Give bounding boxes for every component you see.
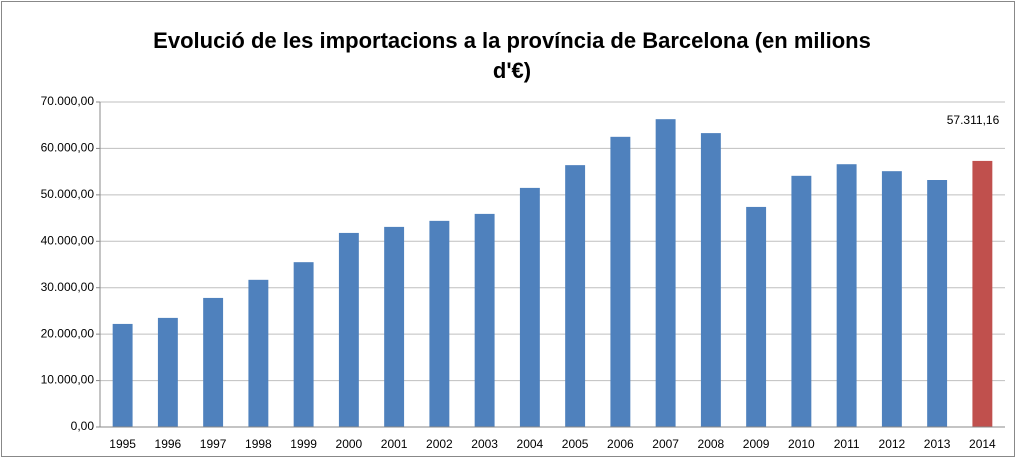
x-tick-label: 2008 (698, 437, 725, 451)
x-tick-label: 2000 (336, 437, 363, 451)
bar (203, 297, 224, 427)
y-tick-label: 10.000,00 (41, 373, 95, 387)
y-tick-label: 0,00 (71, 419, 95, 433)
bar (655, 119, 676, 427)
bar (746, 206, 767, 427)
bar (338, 232, 359, 427)
bar (836, 164, 857, 427)
bar (519, 187, 540, 427)
x-tick-label: 2011 (834, 437, 860, 451)
bar (293, 262, 314, 427)
x-tick-label: 2009 (743, 437, 770, 451)
data-label: 57.311,16 (947, 113, 1000, 127)
x-tick-label: 2014 (969, 437, 996, 451)
x-tick-label: 2007 (652, 437, 679, 451)
bar (700, 133, 721, 427)
x-tick-label: 2002 (426, 437, 453, 451)
y-tick-label: 30.000,00 (41, 280, 95, 294)
bar (927, 180, 948, 427)
bar (157, 317, 178, 427)
bar (474, 213, 495, 427)
y-tick-label: 60.000,00 (41, 141, 95, 155)
x-tick-label: 2004 (517, 437, 544, 451)
bar (565, 165, 586, 427)
x-tick-label: 2013 (924, 437, 951, 451)
bar (610, 136, 631, 428)
x-tick-label: 2005 (562, 437, 589, 451)
x-tick-label: 2006 (607, 437, 634, 451)
bar (881, 171, 902, 427)
bar (429, 220, 450, 427)
chart-title: Evolució de les importacions a la provín… (153, 28, 871, 83)
x-tick-label: 2003 (471, 437, 498, 451)
bar (384, 226, 405, 427)
x-tick-label: 2012 (879, 437, 906, 451)
y-tick-label: 50.000,00 (41, 187, 95, 201)
x-tick-label: 2010 (788, 437, 815, 451)
bar (972, 160, 993, 427)
x-tick-label: 1995 (109, 437, 136, 451)
x-tick-label: 2001 (381, 437, 408, 451)
x-tick-label: 1996 (155, 437, 182, 451)
bar (248, 279, 269, 427)
x-tick-label: 1998 (245, 437, 272, 451)
bar (791, 175, 812, 427)
y-tick-label: 40.000,00 (41, 233, 95, 247)
y-tick-label: 20.000,00 (41, 326, 95, 340)
bar (112, 323, 133, 427)
y-tick-label: 70.000,00 (41, 94, 95, 108)
x-tick-label: 1997 (200, 437, 227, 451)
x-tick-label: 1999 (290, 437, 317, 451)
